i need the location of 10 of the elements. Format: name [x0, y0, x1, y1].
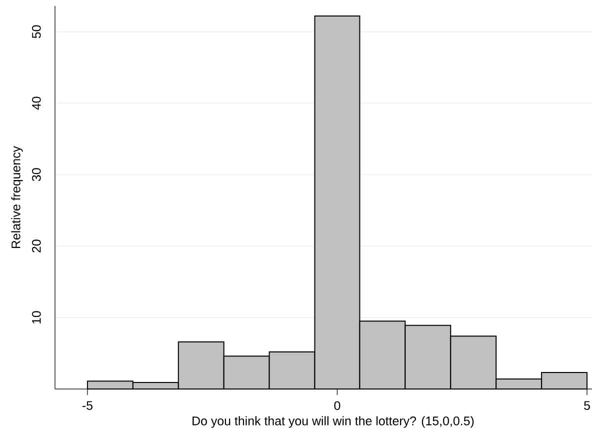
x-tick-label: 5 — [584, 401, 590, 410]
y-tick-label: 50 — [32, 25, 41, 38]
y-axis-title: Relative frequency — [11, 146, 23, 248]
y-tick-label: 40 — [32, 96, 41, 110]
x-tick-label: 0 — [334, 401, 340, 410]
x-tick-label: -5 — [82, 401, 92, 410]
y-tick-label: 10 — [32, 311, 41, 324]
x-axis-title: Do you think that you will win the lottery? (15,0,0.5) — [192, 416, 474, 428]
y-tick-label: 30 — [32, 168, 41, 182]
y-tick-label: 20 — [32, 240, 41, 252]
